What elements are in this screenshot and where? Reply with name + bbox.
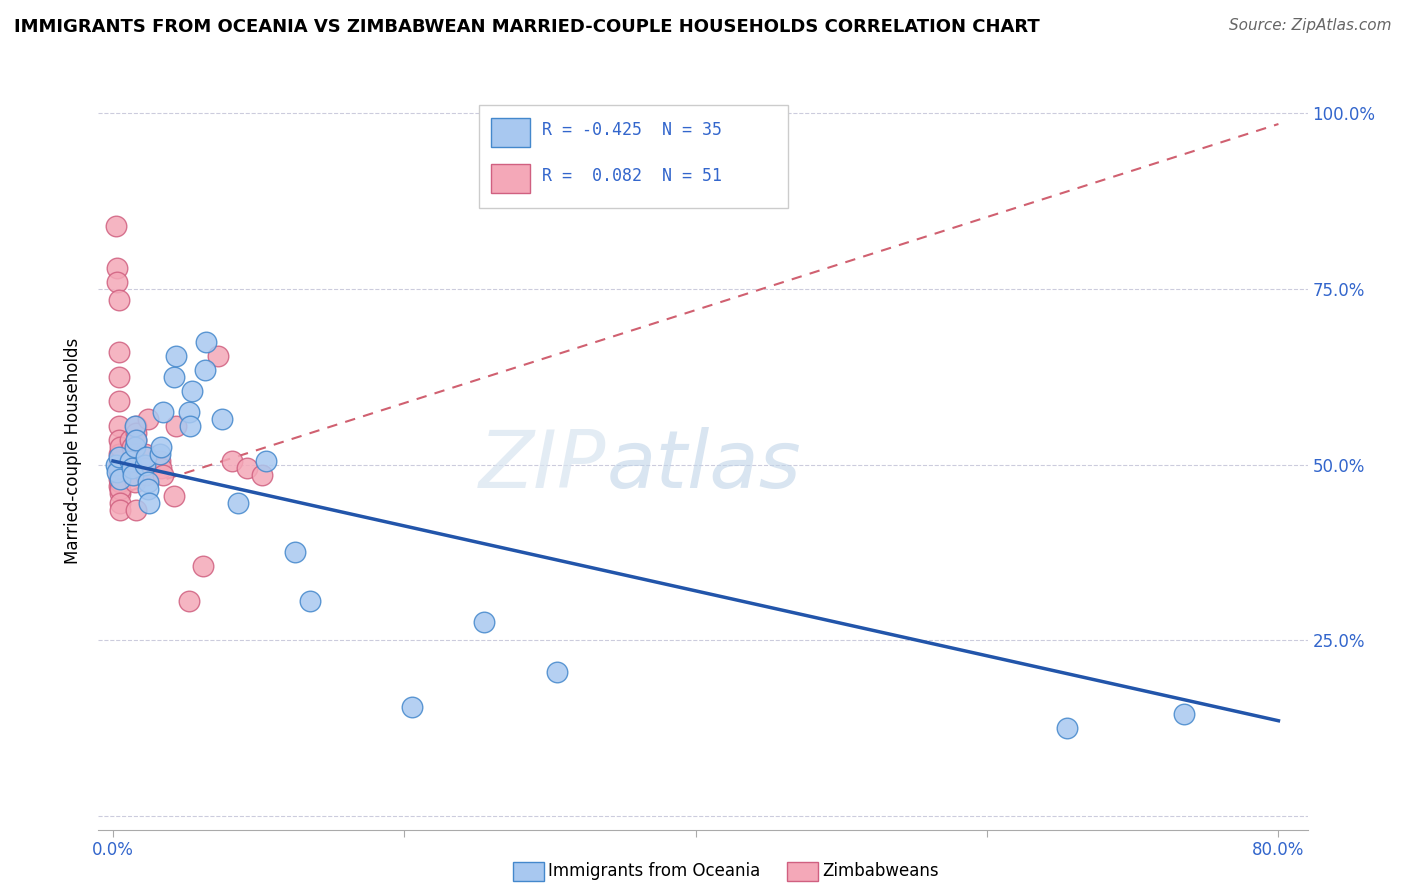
- Point: [1173, 706, 1195, 721]
- Text: Zimbabweans: Zimbabweans: [823, 863, 939, 880]
- Point: [104, 458, 127, 472]
- Point: [121, 440, 143, 454]
- Point: [105, 275, 128, 289]
- Point: [138, 496, 160, 510]
- Point: [120, 433, 142, 447]
- Text: ZIP: ZIP: [479, 426, 606, 505]
- Point: [221, 454, 243, 468]
- Point: [105, 260, 128, 275]
- Point: [110, 496, 132, 510]
- Point: [165, 418, 187, 433]
- Point: [195, 334, 218, 349]
- Point: [226, 496, 249, 510]
- Text: R =  0.082  N = 51: R = 0.082 N = 51: [543, 167, 723, 185]
- Point: [110, 471, 132, 485]
- Point: [124, 468, 146, 483]
- Point: [110, 461, 132, 475]
- Y-axis label: Married-couple Households: Married-couple Households: [65, 337, 83, 564]
- Point: [134, 458, 156, 472]
- Point: [110, 475, 132, 489]
- Point: [124, 440, 146, 454]
- Text: Immigrants from Oceania: Immigrants from Oceania: [548, 863, 761, 880]
- Point: [136, 412, 159, 426]
- Point: [110, 485, 132, 500]
- Point: [152, 468, 174, 483]
- Point: [474, 615, 496, 630]
- Point: [136, 475, 159, 489]
- Point: [254, 454, 277, 468]
- Point: [124, 475, 146, 489]
- Point: [250, 468, 273, 483]
- Point: [135, 450, 157, 465]
- Point: [125, 425, 148, 440]
- Point: [124, 461, 146, 475]
- Point: [108, 478, 131, 492]
- Point: [108, 293, 131, 307]
- Text: R = -0.425  N = 35: R = -0.425 N = 35: [543, 121, 723, 139]
- Point: [163, 489, 186, 503]
- Point: [134, 461, 156, 475]
- Point: [152, 405, 174, 419]
- Point: [108, 471, 131, 485]
- Point: [122, 468, 145, 483]
- Point: [108, 418, 131, 433]
- FancyBboxPatch shape: [492, 119, 530, 147]
- Point: [193, 559, 215, 574]
- Point: [136, 482, 159, 496]
- Text: atlas: atlas: [606, 426, 801, 505]
- Point: [163, 369, 186, 384]
- Point: [110, 454, 132, 468]
- Point: [110, 503, 132, 517]
- Text: Source: ZipAtlas.com: Source: ZipAtlas.com: [1229, 18, 1392, 33]
- Point: [401, 699, 423, 714]
- Point: [298, 594, 321, 608]
- Point: [150, 461, 173, 475]
- Point: [104, 219, 127, 233]
- Point: [135, 468, 157, 483]
- Point: [108, 450, 131, 465]
- Point: [546, 665, 568, 679]
- FancyBboxPatch shape: [479, 105, 787, 208]
- Point: [177, 405, 200, 419]
- Point: [108, 458, 131, 472]
- Point: [110, 482, 132, 496]
- Point: [124, 418, 146, 433]
- Point: [125, 433, 148, 447]
- Point: [149, 447, 172, 461]
- Point: [125, 418, 148, 433]
- Point: [150, 440, 173, 454]
- Point: [108, 433, 131, 447]
- Point: [108, 447, 131, 461]
- Point: [207, 349, 229, 363]
- Point: [122, 447, 145, 461]
- Point: [177, 594, 200, 608]
- Point: [120, 454, 142, 468]
- Point: [125, 433, 148, 447]
- Point: [110, 468, 132, 483]
- Point: [134, 447, 156, 461]
- Point: [110, 454, 132, 468]
- Point: [284, 545, 307, 559]
- Point: [179, 418, 201, 433]
- Text: IMMIGRANTS FROM OCEANIA VS ZIMBABWEAN MARRIED-COUPLE HOUSEHOLDS CORRELATION CHAR: IMMIGRANTS FROM OCEANIA VS ZIMBABWEAN MA…: [14, 18, 1040, 36]
- Point: [1056, 721, 1078, 735]
- Point: [108, 394, 131, 409]
- Point: [108, 465, 131, 479]
- Point: [121, 461, 143, 475]
- Point: [122, 454, 145, 468]
- Point: [105, 465, 128, 479]
- Point: [110, 447, 132, 461]
- Point: [211, 412, 233, 426]
- Point: [108, 369, 131, 384]
- Point: [149, 454, 172, 468]
- Point: [125, 503, 148, 517]
- FancyBboxPatch shape: [492, 164, 530, 193]
- Point: [110, 440, 132, 454]
- Point: [180, 384, 202, 398]
- Point: [194, 362, 217, 376]
- Point: [236, 461, 259, 475]
- Point: [108, 345, 131, 359]
- Point: [165, 349, 187, 363]
